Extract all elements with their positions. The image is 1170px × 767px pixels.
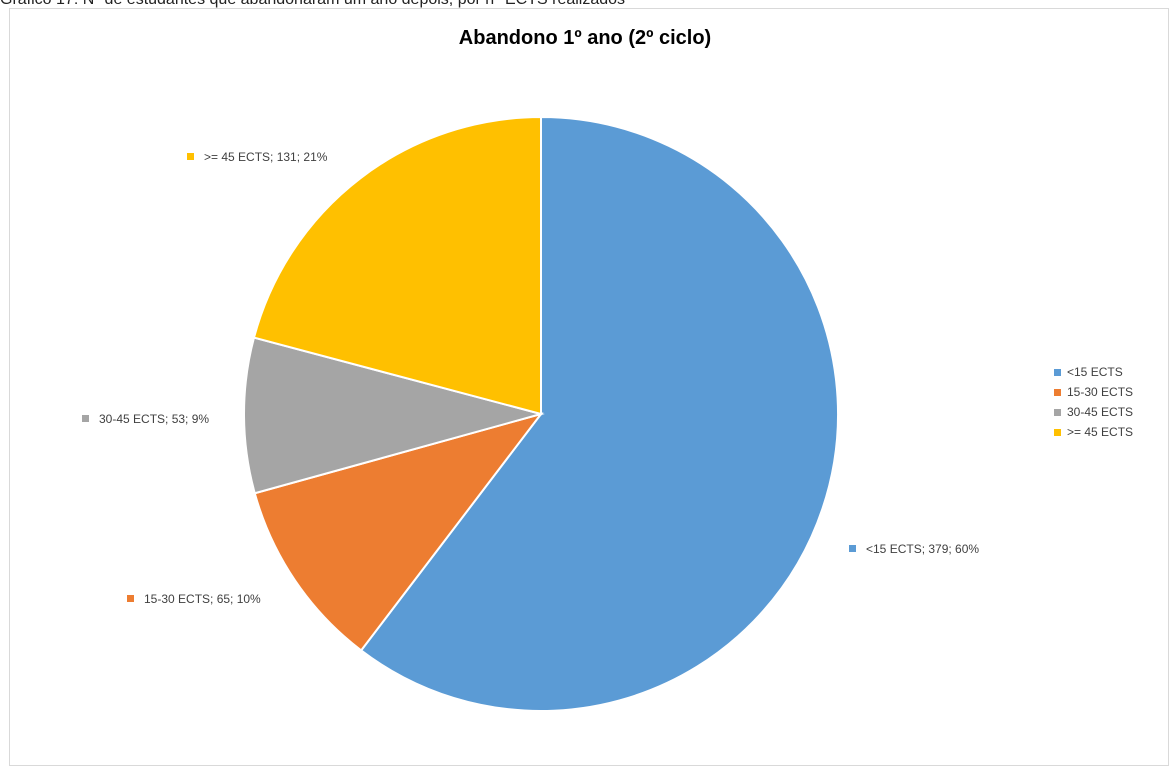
legend-item: >= 45 ECTS <box>1054 422 1133 442</box>
pie-slice-2 <box>253 412 544 652</box>
pie-slice-3 <box>243 336 545 495</box>
data-label: <15 ECTS; 379; 60% <box>866 542 979 556</box>
legend-label: >= 45 ECTS <box>1067 425 1134 439</box>
data-label-swatch <box>82 415 89 422</box>
data-label: 15-30 ECTS; 65; 10% <box>144 592 261 606</box>
data-label-swatch <box>127 595 134 602</box>
pie-slice-4 <box>252 115 542 416</box>
legend-label: 15-30 ECTS <box>1067 385 1134 399</box>
legend-label: 30-45 ECTS <box>1067 405 1134 419</box>
pie-slice-1 <box>359 115 839 712</box>
data-label-swatch <box>849 545 856 552</box>
pie-slices <box>243 115 839 712</box>
legend-label: <15 ECTS <box>1067 365 1123 379</box>
figure-caption: Gráfico 17: Nº de estudantes que abandon… <box>0 0 1170 11</box>
data-labels: <15 ECTS; 379; 60% 15-30 ECTS; 65; 10% 30-… <box>82 150 979 606</box>
legend-swatch <box>1054 368 1061 376</box>
chart-title: Abandono 1º ano (2º ciclo) <box>459 27 711 49</box>
legend-item: <15 ECTS <box>1054 362 1133 382</box>
legend-swatch <box>1054 408 1061 416</box>
legend-item: 15-30 ECTS <box>1054 382 1133 402</box>
legend: <15 ECTS 15-30 ECTS 30-45 ECTS >= 45 ECTS <box>1054 362 1133 442</box>
legend-swatch <box>1054 428 1061 436</box>
legend-item: 30-45 ECTS <box>1054 402 1133 422</box>
data-label-swatch <box>187 153 194 160</box>
legend-swatch <box>1054 388 1061 396</box>
data-label: 30-45 ECTS; 53; 9% <box>99 412 209 426</box>
data-label: >= 45 ECTS; 131; 21% <box>204 150 328 164</box>
